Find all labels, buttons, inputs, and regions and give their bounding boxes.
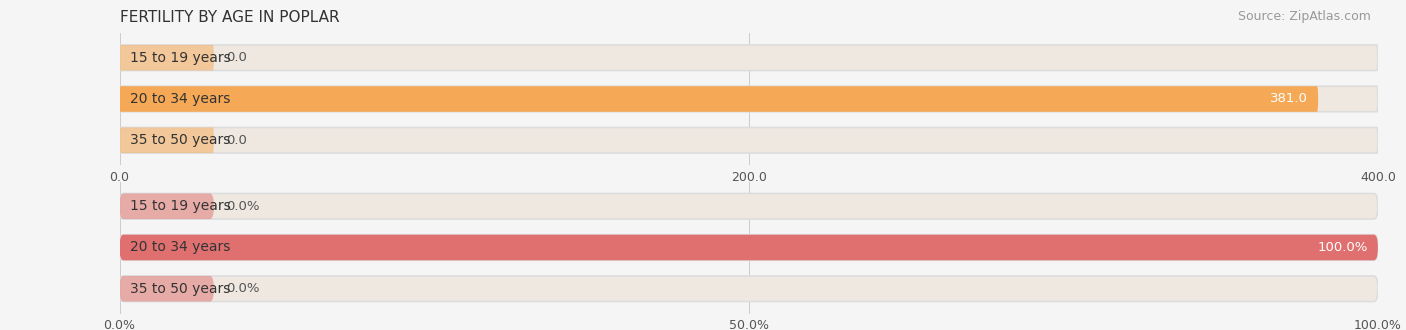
FancyBboxPatch shape [120,276,1378,302]
FancyBboxPatch shape [120,45,214,71]
FancyBboxPatch shape [120,86,1378,112]
Text: 0.0: 0.0 [226,134,247,147]
Text: FERTILITY BY AGE IN POPLAR: FERTILITY BY AGE IN POPLAR [120,10,339,25]
Text: 20 to 34 years: 20 to 34 years [129,92,231,106]
Text: 100.0%: 100.0% [1317,241,1368,254]
Text: 0.0%: 0.0% [226,200,260,213]
FancyBboxPatch shape [120,235,1378,260]
FancyBboxPatch shape [120,235,1378,260]
FancyBboxPatch shape [120,127,214,153]
Text: 381.0: 381.0 [1270,92,1308,106]
FancyBboxPatch shape [120,86,1317,112]
Text: 20 to 34 years: 20 to 34 years [129,241,231,254]
FancyBboxPatch shape [120,276,214,302]
FancyBboxPatch shape [120,127,1378,153]
FancyBboxPatch shape [120,193,1378,219]
Text: 35 to 50 years: 35 to 50 years [129,282,231,296]
FancyBboxPatch shape [120,193,214,219]
Text: 35 to 50 years: 35 to 50 years [129,133,231,147]
Text: 15 to 19 years: 15 to 19 years [129,199,231,213]
Text: 15 to 19 years: 15 to 19 years [129,51,231,65]
FancyBboxPatch shape [120,45,1378,71]
Text: 0.0%: 0.0% [226,282,260,295]
Text: 0.0: 0.0 [226,51,247,64]
Text: Source: ZipAtlas.com: Source: ZipAtlas.com [1237,10,1371,23]
